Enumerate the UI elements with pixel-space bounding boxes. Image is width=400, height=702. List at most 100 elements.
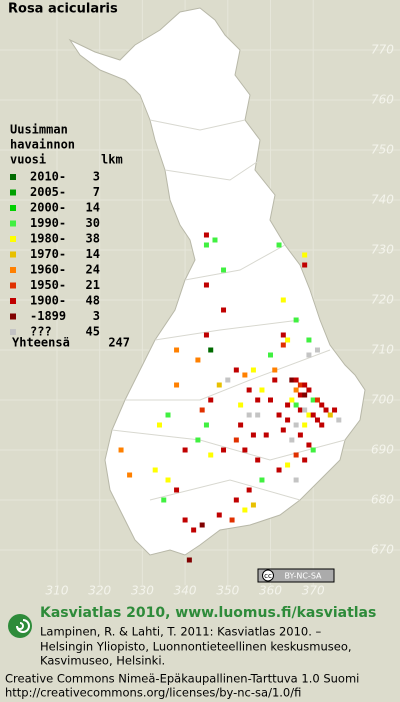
y-tick-label: 750 [371, 143, 394, 157]
record-square [203, 422, 209, 428]
record-square [302, 392, 308, 398]
record-square [276, 412, 282, 418]
footer-headline: Kasviatlas 2010, www.luomus.fi/kasviatla… [40, 605, 376, 621]
record-square [174, 382, 180, 388]
cc-badge: cc BY-NC-SA [257, 568, 335, 583]
legend-swatch [10, 313, 16, 320]
record-square [221, 307, 227, 313]
record-square [118, 447, 124, 453]
record-square [238, 422, 244, 428]
x-tick-label: 360 [259, 584, 282, 598]
record-square [293, 377, 299, 383]
record-square [297, 382, 303, 388]
record-square [242, 372, 248, 378]
x-tick-label: 320 [88, 584, 111, 598]
legend-heading: havainnon [10, 138, 75, 152]
record-square [195, 437, 201, 443]
record-square [203, 242, 209, 248]
record-square [203, 282, 209, 288]
legend-label: 1900- [30, 294, 66, 308]
record-square [186, 557, 192, 563]
citation-line: Helsingin Yliopisto, Luonnontieteellinen… [40, 640, 352, 654]
record-square [238, 402, 244, 408]
record-square [152, 467, 158, 473]
record-square [182, 447, 188, 453]
legend-label: 2010- [30, 170, 66, 184]
record-square [208, 452, 214, 458]
record-square [332, 407, 338, 413]
legend-count: 24 [86, 263, 100, 277]
record-square [306, 412, 312, 418]
record-square [306, 352, 312, 358]
badge-icon [262, 569, 274, 582]
legend-label: 2005- [30, 185, 66, 199]
record-square [268, 397, 273, 403]
record-square [216, 512, 222, 518]
record-square [302, 382, 308, 388]
record-square [280, 297, 286, 303]
record-square [233, 367, 239, 373]
record-square [297, 407, 303, 413]
legend-label: 1980- [30, 232, 66, 246]
legend-label: 1990- [30, 216, 66, 230]
logo [8, 614, 32, 638]
record-square [174, 347, 180, 353]
y-tick-label: 720 [371, 293, 394, 307]
record-square [203, 332, 209, 338]
record-square [212, 237, 218, 243]
record-square [250, 432, 256, 438]
legend-count: 45 [86, 325, 100, 339]
legend-swatch [10, 174, 16, 180]
logo-spiral [16, 619, 30, 633]
legend-label: 1960- [30, 263, 66, 277]
legend-label: ??? [30, 325, 52, 339]
record-square [250, 502, 256, 508]
record-square [302, 262, 308, 268]
record-square [263, 432, 269, 438]
y-tick-label: 770 [371, 43, 394, 57]
legend-total-label: Yhteensä [12, 336, 70, 350]
record-square [293, 422, 299, 428]
x-tick-label: 340 [174, 584, 197, 598]
record-square [314, 397, 320, 403]
record-square [289, 397, 295, 403]
record-square [302, 407, 308, 413]
record-square [272, 367, 278, 373]
badge-cc: cc [264, 572, 272, 580]
record-square [293, 452, 299, 458]
y-tick-label: 760 [371, 93, 394, 107]
record-square [272, 377, 278, 383]
legend-swatch [10, 298, 16, 304]
region-borders [111, 119, 346, 501]
legend-count: 21 [86, 278, 100, 292]
legend-label: 1950- [30, 278, 66, 292]
record-square [174, 487, 180, 493]
record-square [319, 422, 325, 428]
record-square [259, 477, 265, 483]
record-square [165, 477, 171, 483]
record-square [259, 387, 265, 393]
license-line: Creative Commons Nimeä-Epäkaupallinen-Ta… [5, 672, 359, 686]
legend-swatch [10, 329, 16, 335]
record-square [233, 437, 239, 443]
legend-label: -1899 [30, 309, 66, 323]
record-square [297, 432, 303, 438]
legend-swatch [10, 236, 16, 242]
legend-count: 3 [93, 309, 100, 323]
legend-swatch [10, 251, 16, 258]
record-square [229, 517, 235, 523]
record-square [285, 402, 291, 408]
record-square [276, 242, 282, 248]
record-square [246, 412, 252, 418]
record-square [302, 422, 308, 428]
record-square [161, 497, 167, 503]
record-square [242, 507, 248, 513]
species-title: Rosa acicularis [8, 2, 118, 17]
license-line: http://creativecommons.org/licenses/by-n… [5, 686, 301, 700]
record-square [297, 392, 303, 398]
record-square [203, 232, 209, 238]
badge-text: BY-NC-SA [284, 572, 322, 581]
legend-label: 2000- [30, 201, 66, 215]
